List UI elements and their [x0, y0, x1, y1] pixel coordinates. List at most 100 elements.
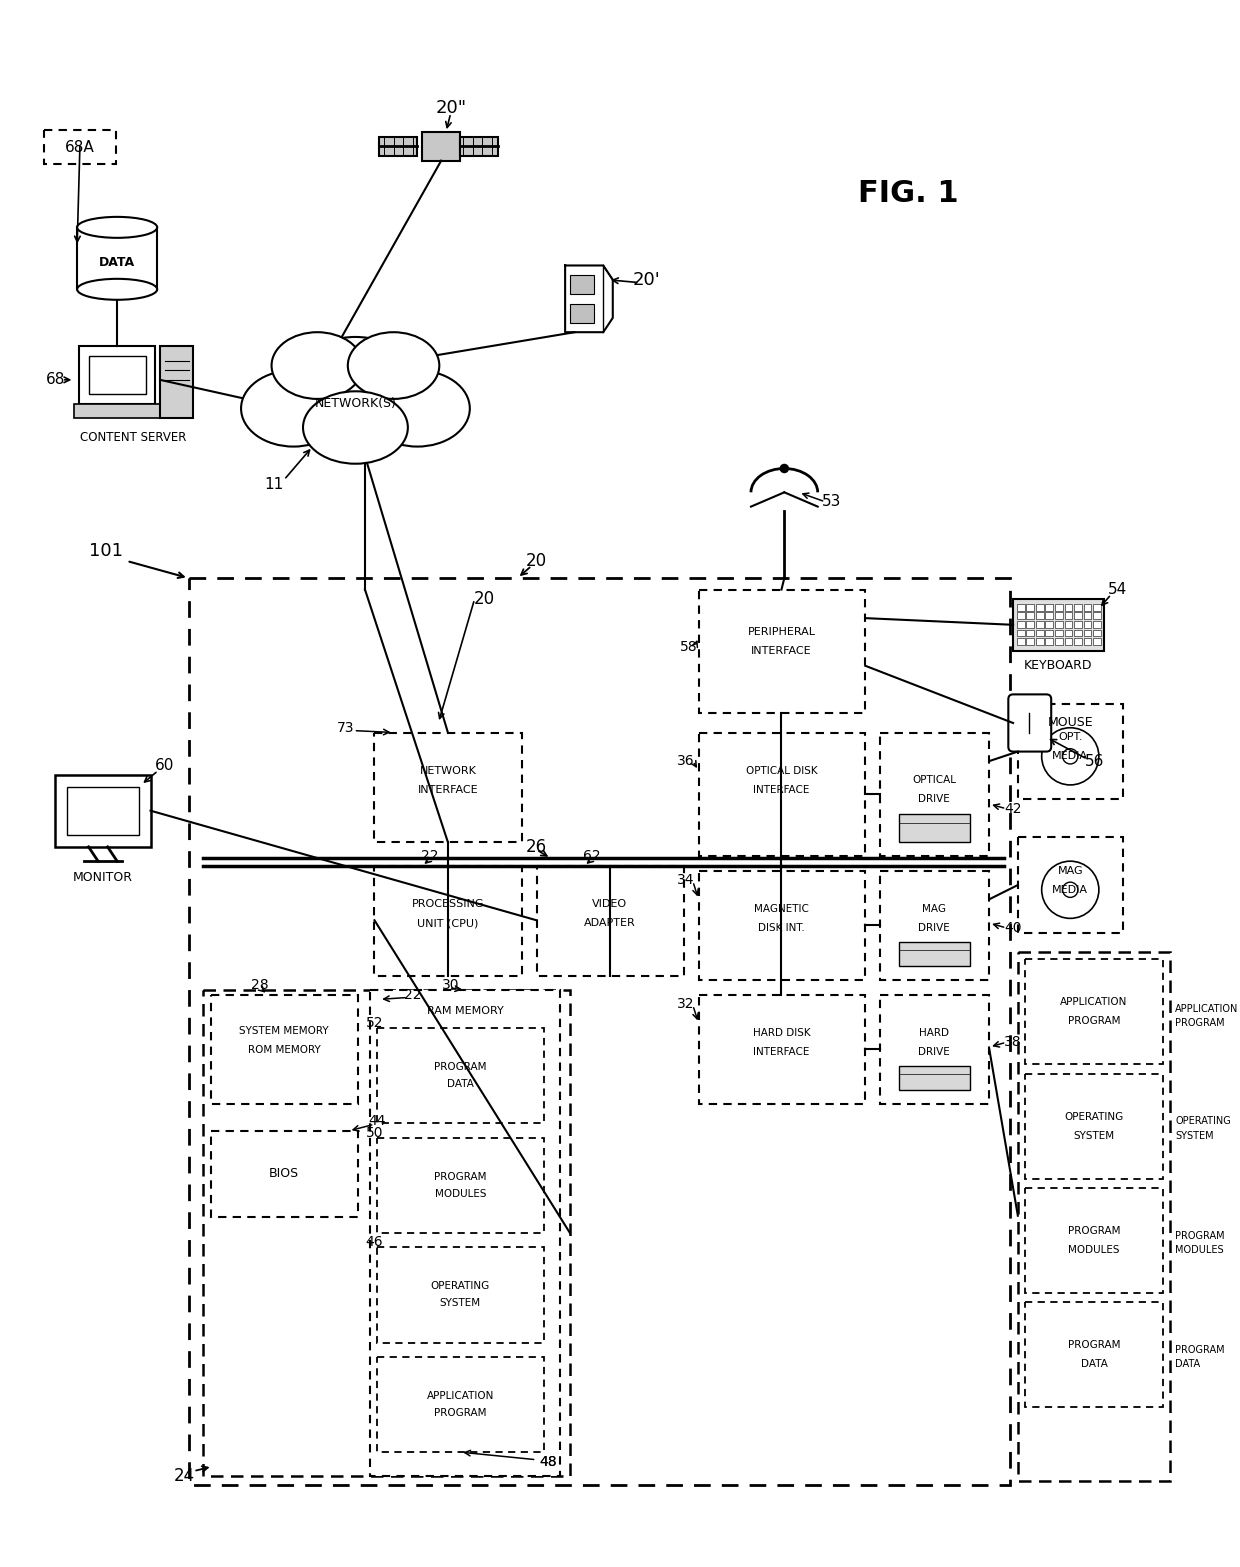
Text: PROGRAM: PROGRAM	[1068, 1017, 1121, 1026]
Text: 52: 52	[366, 1017, 383, 1030]
Bar	[698, 589, 866, 713]
Ellipse shape	[272, 332, 363, 400]
Text: 11: 11	[265, 478, 284, 492]
Bar	[77, 227, 157, 290]
Bar	[899, 813, 970, 841]
Text: 20: 20	[526, 552, 547, 570]
Bar	[1084, 630, 1091, 636]
Text: MODULES: MODULES	[434, 1189, 486, 1199]
Bar	[1013, 599, 1104, 652]
Bar	[1018, 951, 1171, 1481]
Text: PROGRAM: PROGRAM	[434, 1062, 486, 1072]
Bar	[1084, 613, 1091, 619]
Ellipse shape	[289, 337, 422, 442]
Bar	[1045, 603, 1053, 611]
Text: OPTICAL DISK: OPTICAL DISK	[745, 766, 817, 776]
Text: 20': 20'	[632, 271, 660, 288]
Text: BIOS: BIOS	[269, 1167, 299, 1180]
Text: 68: 68	[46, 373, 64, 387]
Text: PROGRAM: PROGRAM	[1176, 1344, 1225, 1355]
Bar	[1027, 603, 1034, 611]
Bar	[1094, 621, 1101, 628]
Text: INTERFACE: INTERFACE	[751, 647, 812, 657]
Text: 34: 34	[677, 873, 694, 887]
Bar	[56, 776, 150, 846]
Text: 62: 62	[583, 849, 600, 863]
Bar	[1065, 613, 1073, 619]
Text: UNIT (CPU): UNIT (CPU)	[417, 918, 479, 928]
Bar	[188, 578, 1011, 1486]
Text: MODULES: MODULES	[1069, 1246, 1120, 1255]
Text: PROGRAM: PROGRAM	[434, 1172, 486, 1182]
Bar	[1074, 638, 1081, 646]
Text: MAGNETIC: MAGNETIC	[754, 904, 808, 914]
Text: 22: 22	[422, 849, 439, 863]
Text: 44: 44	[368, 1114, 386, 1128]
Text: MAG: MAG	[1058, 865, 1083, 876]
Text: ADAPTER: ADAPTER	[584, 918, 636, 928]
Bar	[88, 356, 146, 395]
Bar	[1045, 630, 1053, 636]
Bar	[1017, 630, 1024, 636]
Text: 56: 56	[1085, 754, 1104, 768]
Bar	[570, 276, 594, 295]
Bar	[67, 787, 139, 835]
Text: 68A: 68A	[66, 139, 94, 155]
Bar	[1025, 1302, 1163, 1407]
Text: 28: 28	[252, 978, 269, 992]
Text: 36: 36	[677, 754, 694, 768]
Text: 26: 26	[526, 838, 547, 856]
Text: PROGRAM: PROGRAM	[1176, 1230, 1225, 1241]
Text: DISK INT.: DISK INT.	[758, 923, 805, 932]
FancyBboxPatch shape	[1008, 694, 1052, 752]
Bar	[1074, 613, 1081, 619]
Text: HARD DISK: HARD DISK	[753, 1028, 810, 1037]
Text: PROGRAM: PROGRAM	[1068, 1225, 1121, 1236]
Text: 32: 32	[677, 997, 694, 1011]
Text: SYSTEM MEMORY: SYSTEM MEMORY	[239, 1026, 329, 1036]
Bar	[1035, 630, 1044, 636]
Bar	[1018, 837, 1122, 932]
Bar	[698, 995, 866, 1105]
Text: 46: 46	[366, 1235, 383, 1249]
Text: APPLICATION: APPLICATION	[1176, 1004, 1239, 1014]
Text: 40: 40	[1004, 921, 1022, 935]
Bar	[1035, 621, 1044, 628]
Bar	[1027, 613, 1034, 619]
Text: INTERFACE: INTERFACE	[418, 785, 479, 794]
Ellipse shape	[347, 332, 439, 400]
Text: RAM MEMORY: RAM MEMORY	[427, 1006, 503, 1015]
Bar	[377, 1138, 544, 1233]
Bar	[879, 871, 990, 981]
Bar	[1055, 638, 1063, 646]
Ellipse shape	[241, 370, 346, 447]
Bar	[1045, 613, 1053, 619]
Bar	[1094, 630, 1101, 636]
Bar	[1084, 621, 1091, 628]
Bar	[211, 1131, 358, 1216]
Text: OPT.: OPT.	[1058, 732, 1083, 743]
Text: OPERATING: OPERATING	[1176, 1116, 1231, 1127]
Bar	[1027, 621, 1034, 628]
Text: SYSTEM: SYSTEM	[1176, 1131, 1214, 1141]
Bar	[1065, 638, 1073, 646]
Bar	[1017, 638, 1024, 646]
Text: MOUSE: MOUSE	[1048, 716, 1094, 730]
Bar	[377, 1357, 544, 1453]
Bar	[203, 990, 570, 1476]
Bar	[370, 990, 560, 1476]
Bar	[1074, 621, 1081, 628]
Text: 53: 53	[822, 494, 842, 509]
Ellipse shape	[77, 216, 157, 238]
Text: 101: 101	[89, 542, 123, 561]
Text: 20: 20	[474, 591, 495, 608]
Bar	[1017, 621, 1024, 628]
Text: MODULES: MODULES	[1176, 1246, 1224, 1255]
Bar	[1027, 630, 1034, 636]
Bar	[899, 1066, 970, 1091]
Bar	[1055, 603, 1063, 611]
Text: 30: 30	[441, 978, 460, 992]
Text: 58: 58	[681, 639, 698, 653]
Bar	[374, 867, 522, 976]
Bar	[379, 136, 418, 155]
